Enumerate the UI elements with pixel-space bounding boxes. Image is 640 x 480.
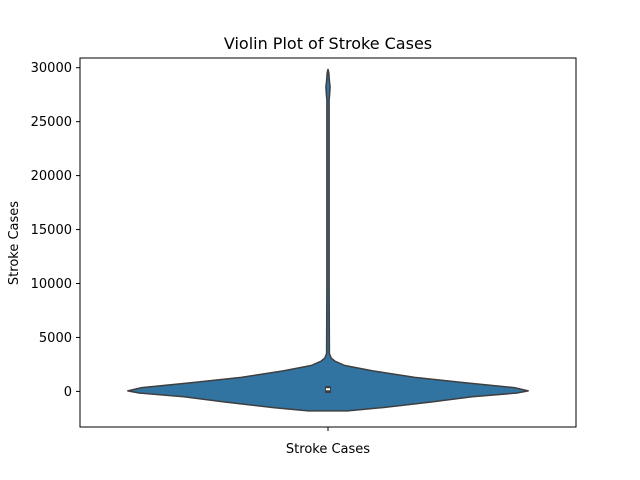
y-tick-label: 0 xyxy=(64,385,72,400)
y-tick-label: 15000 xyxy=(31,223,72,238)
chart-title: Violin Plot of Stroke Cases xyxy=(224,34,432,53)
x-tick-label: Stroke Cases xyxy=(286,442,370,457)
y-tick-label: 10000 xyxy=(31,277,72,292)
violin-median-marker xyxy=(326,388,330,391)
y-tick-label: 30000 xyxy=(31,61,72,76)
y-axis-ticks: 0 5000 10000 15000 20000 25000 30000 xyxy=(31,61,329,431)
y-tick-label: 25000 xyxy=(31,115,72,130)
y-tick-label: 5000 xyxy=(39,331,72,346)
axes-frame xyxy=(79,57,577,428)
y-axis-label: Stroke Cases xyxy=(7,201,22,285)
violin-body xyxy=(127,68,529,412)
y-tick-label: 20000 xyxy=(31,169,72,184)
plot-area xyxy=(127,68,529,412)
